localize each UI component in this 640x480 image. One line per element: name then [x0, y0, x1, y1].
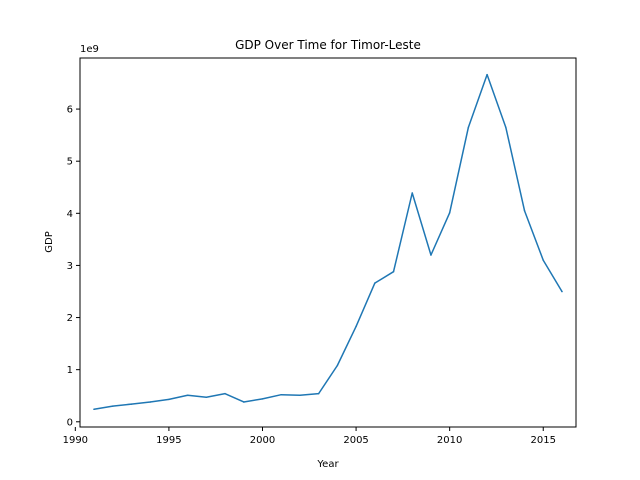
data-point: [374, 282, 376, 284]
x-tick-label: 2000: [250, 435, 275, 446]
data-point: [317, 392, 320, 395]
plot-frame: [79, 57, 577, 428]
data-point: [355, 325, 357, 328]
y-tick-label: 3: [67, 261, 73, 272]
x-tick-label: 2015: [531, 435, 556, 446]
y-tick-label: 2: [67, 313, 73, 324]
gdp-series-line: [93, 73, 563, 411]
data-point: [112, 405, 114, 407]
data-point: [336, 364, 339, 367]
data-point: [505, 126, 507, 129]
data-point: [130, 403, 133, 405]
data-point: [411, 192, 413, 194]
data-point: [486, 73, 488, 76]
data-point: [224, 392, 226, 395]
data-point: [168, 398, 170, 401]
data-point: [542, 259, 544, 261]
data-point: [299, 394, 301, 396]
y-axis-label: GDP: [44, 231, 55, 252]
x-tick-label: 1990: [63, 435, 88, 446]
data-point: [205, 396, 208, 399]
chart-title: GDP Over Time for Timor-Leste: [235, 38, 421, 52]
x-tick-label: 2005: [343, 435, 368, 446]
y-tick-label: 6: [67, 105, 73, 116]
y-axis: 0 1 2 3 4 5 6: [67, 105, 80, 428]
plot-area: [93, 73, 563, 411]
x-axis: 1990 1995 2000 2005 2010 2015: [63, 427, 556, 446]
data-point: [243, 401, 245, 403]
x-axis-label: Year: [316, 459, 339, 470]
data-point: [448, 212, 451, 214]
y-tick-label: 4: [67, 209, 73, 220]
data-point: [561, 290, 563, 293]
x-tick-label: 2010: [437, 435, 462, 446]
y-tick-label: 1: [67, 365, 73, 376]
data-point: [280, 393, 282, 396]
y-tick-label: 0: [67, 417, 73, 428]
y-offset-label: 1e9: [80, 44, 99, 55]
data-point: [523, 209, 526, 212]
y-tick-label: 5: [67, 157, 73, 168]
data-point: [392, 270, 395, 273]
x-tick-label: 1995: [156, 435, 181, 446]
data-point: [186, 394, 189, 396]
data-point: [149, 401, 151, 403]
data-point: [261, 398, 264, 400]
data-point: [430, 254, 432, 256]
data-point: [93, 408, 95, 411]
data-point: [467, 126, 470, 129]
